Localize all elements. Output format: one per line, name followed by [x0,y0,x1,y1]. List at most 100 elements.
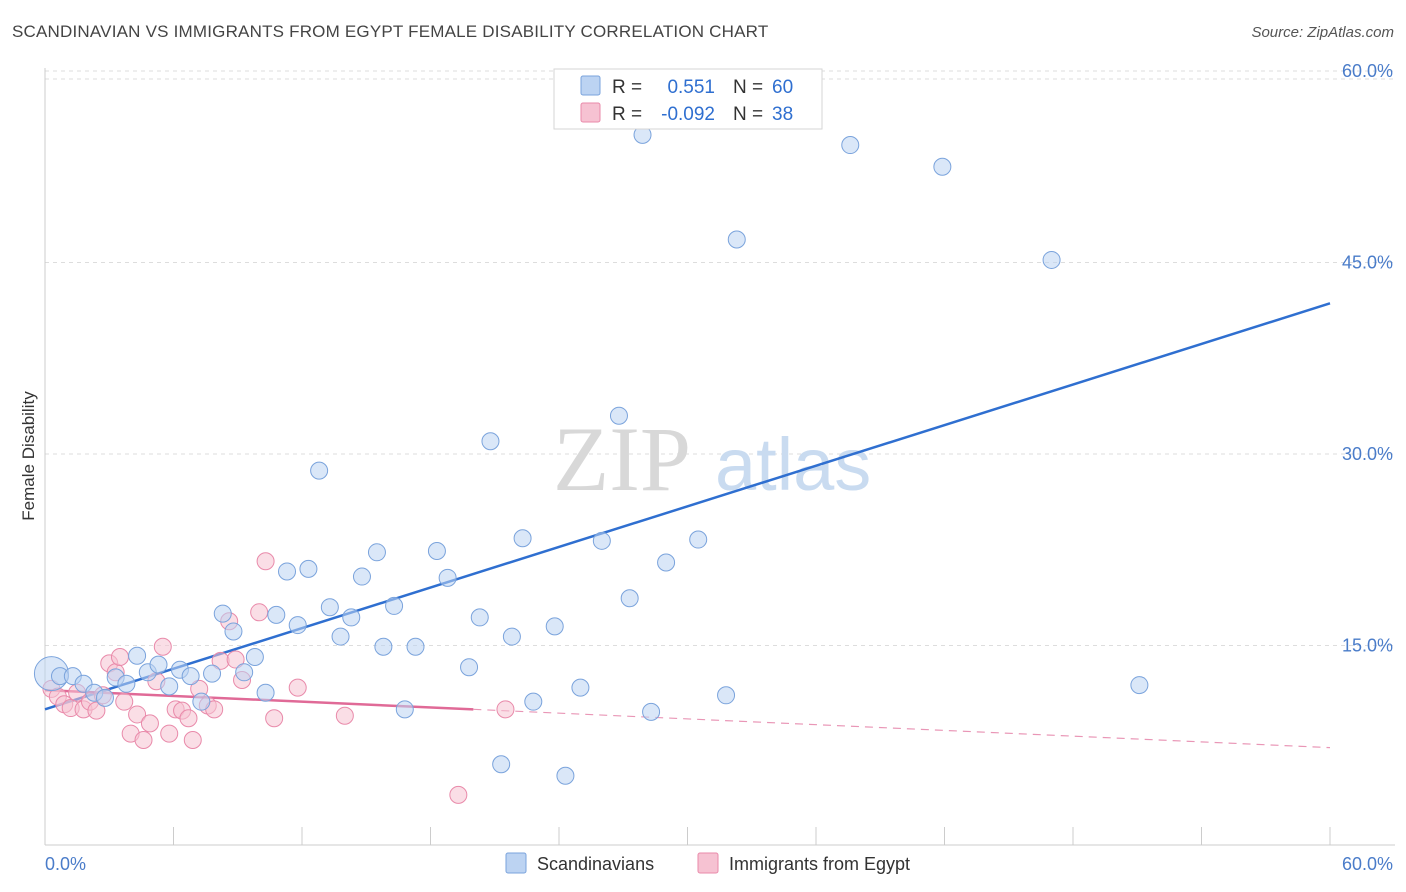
scandinavian-point [545,617,564,636]
watermark: ZIP atlas [553,408,871,510]
scandinavian-point [128,646,147,665]
egypt-point [256,552,275,571]
egypt-point [288,678,307,697]
egypt-point [265,709,284,728]
scandinavian-point [181,667,200,686]
scandinavian-point [95,688,114,707]
chart-title: SCANDINAVIAN VS IMMIGRANTS FROM EGYPT FE… [12,22,769,41]
scandinavian-point [117,674,136,693]
egypt-point [153,637,172,656]
scandinavian-point [460,658,479,677]
egypt-point [226,650,245,669]
legend-r-value-1: 0.551 [667,77,715,98]
correlation-legend: R = 0.551 N = 60 R = -0.092 N = 38 [553,68,823,130]
scandinavian-point [385,596,404,615]
scandinavian-point [524,692,543,711]
scandinavian-point [299,559,318,578]
axes [44,68,1395,846]
scandinavian-point [352,567,371,586]
egypt-point [335,706,354,725]
x-tick-label-min: 0.0% [45,854,86,874]
egypt-point [160,724,179,743]
scandinavian-point [717,686,736,705]
scandinavian-point [620,589,639,608]
scandinavian-point [395,700,414,719]
scandinavian-point [224,622,243,641]
scandinavian-point [841,136,860,155]
scandinavian-point [288,616,307,635]
scandinavian-point [213,604,232,623]
egypt-point [179,709,198,728]
scandinavian-point [256,683,275,702]
watermark-atlas: atlas [715,423,871,506]
scandinavian-point [657,553,676,572]
scandinavian-point [492,755,511,774]
scandinavian-point [513,529,532,548]
y-tick-label: 60.0% [1342,61,1393,81]
scandinavian-point [933,157,952,176]
egypt-point [183,730,202,749]
legend-r-label-1: R = [612,77,642,98]
scandinavian-point [235,663,254,682]
scandinavian-point [203,664,222,683]
egypt-point [134,730,153,749]
scandinavian-point [571,678,590,697]
scandinavian-point [481,432,500,451]
scandinavian-point [502,627,521,646]
egypt-point [140,714,159,733]
scandinavian-point [267,605,286,624]
scandinavian-point [438,568,457,587]
scandinavian-point [149,655,168,674]
tick-labels: 15.0% 30.0% 45.0% 60.0% 0.0% 60.0% [45,61,1393,874]
scandinavian-point [609,406,628,425]
egypt-point [110,647,129,666]
egypt-point [115,692,134,711]
x-tick-label-max: 60.0% [1342,854,1393,874]
egypt-trendline-extension [473,708,1331,749]
watermark-zip: ZIP [553,408,691,510]
series-label-egypt: Immigrants from Egypt [729,854,910,874]
scandinavian-point [245,647,264,666]
source-credit: Source: ZipAtlas.com [1251,24,1394,41]
legend-swatch-blue [580,75,601,96]
scandinavian-point [278,562,297,581]
scandinavian-point [1042,250,1061,269]
scandinavian-point [592,531,611,550]
scandinavian-point [689,530,708,549]
egypt-point [449,785,468,804]
scandinavian-point [160,677,179,696]
scandinavian-point [427,542,446,561]
scandinavian-point [342,608,361,627]
egypt-point [250,603,269,622]
egypt-point [496,700,515,719]
series-legend: Scandinavians Immigrants from Egypt [505,852,910,874]
scandinavian-point [374,637,393,656]
scandinavian-point [310,461,329,480]
scandinavian-point [331,627,350,646]
series-swatch-egypt [697,852,719,874]
legend-r-value-2: -0.092 [661,104,715,125]
legend-n-label-2: N = [733,104,763,125]
legend-swatch-pink [580,102,601,123]
y-tick-label: 15.0% [1342,636,1393,656]
y-axis-label: Female Disability [19,391,38,521]
series-label-scandinavians: Scandinavians [537,854,654,874]
scandinavian-trendline [44,302,1331,711]
scandinavian-point [320,598,339,617]
scandinavian-point [470,608,489,627]
data-points [33,125,1149,804]
legend-n-value-1: 60 [772,77,793,98]
scandinavian-point [556,766,575,785]
y-tick-label: 30.0% [1342,444,1393,464]
scandinavian-point [367,543,386,562]
legend-n-value-2: 38 [772,104,793,125]
legend-n-label-1: N = [733,77,763,98]
grid-lines [45,70,1395,646]
y-tick-label: 45.0% [1342,253,1393,273]
egypt-point [87,701,106,720]
scandinavian-point [406,637,425,656]
egypt-point [128,705,147,724]
scandinavian-point [1130,676,1149,695]
scandinavian-point [642,702,661,721]
